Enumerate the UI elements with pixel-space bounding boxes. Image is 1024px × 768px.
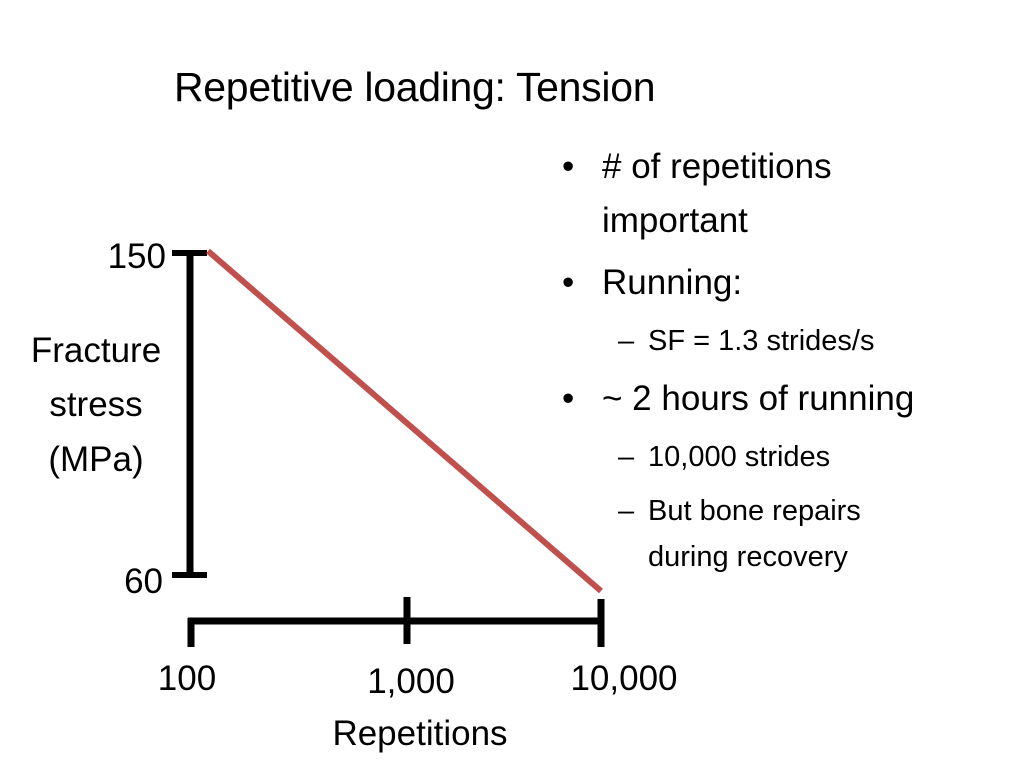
series-line [206, 248, 603, 594]
bullet-text: ~ 2 hours of running [602, 379, 915, 418]
y-axis-label-line3: (MPa) [48, 440, 143, 479]
x-tick-label-1000: 1,000 [367, 662, 455, 701]
sub-bullet-stride-frequency: – SF = 1.3 strides/s [558, 318, 998, 364]
sub-bullet-bone-repair: – But bone repairs during recovery [558, 488, 998, 580]
bullet-glyph: • [562, 263, 575, 302]
bullet-text-line2: important [602, 201, 748, 240]
bullet-text-line1: # of repetitions [602, 147, 832, 186]
dash-glyph: – [618, 495, 635, 527]
bullet-running: • Running: [558, 256, 998, 310]
bullet-list: • # of repetitions important • Running: … [558, 140, 998, 588]
bullet-text: Running: [602, 263, 743, 302]
y-tick-label-150: 150 [108, 237, 166, 276]
y-axis-label-line2: stress [49, 385, 142, 424]
dash-glyph: – [618, 441, 635, 473]
bullet-repetitions: • # of repetitions important [558, 140, 998, 248]
sub-bullet-text: SF = 1.3 strides/s [648, 325, 875, 357]
y-tick-label-60: 60 [124, 562, 163, 601]
x-tick-label-10000: 10,000 [570, 659, 677, 698]
x-tick-label-100: 100 [158, 659, 216, 698]
bullet-glyph: • [562, 147, 575, 186]
y-axis-label-line1: Fracture [31, 331, 161, 370]
bullet-glyph: • [562, 379, 575, 418]
sub-bullet-strides: – 10,000 strides [558, 434, 998, 480]
slide-title: Repetitive loading: Tension [174, 64, 656, 110]
x-axis-label: Repetitions [332, 714, 507, 753]
dash-glyph: – [618, 325, 635, 357]
sub-bullet-text: 10,000 strides [648, 441, 831, 473]
sub-bullet-text-line2: during recovery [648, 541, 848, 573]
bullet-hours-running: • ~ 2 hours of running [558, 372, 998, 426]
sub-bullet-text-line1: But bone repairs [648, 495, 861, 527]
